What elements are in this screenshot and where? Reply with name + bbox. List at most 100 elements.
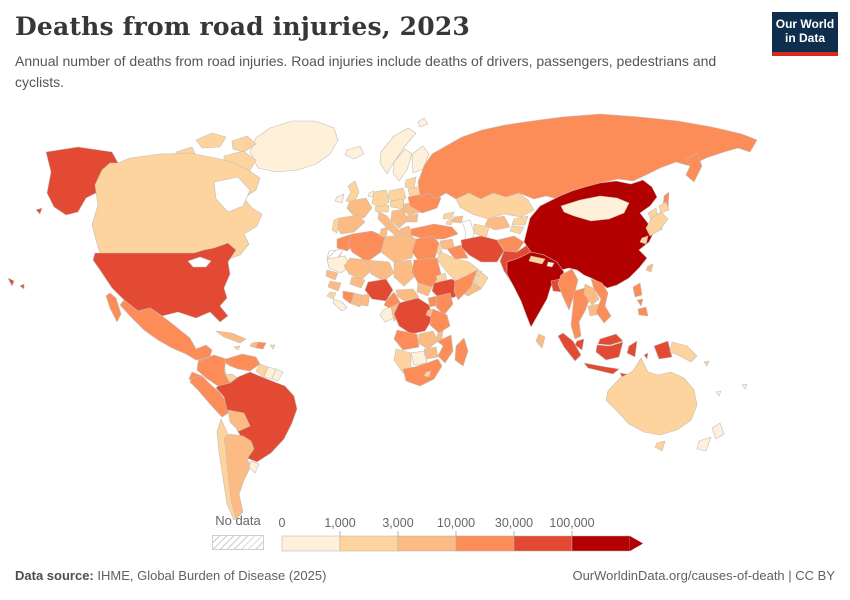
country-lesotho[interactable] bbox=[424, 371, 431, 377]
country-mauritania[interactable] bbox=[327, 256, 350, 273]
country-fiji[interactable] bbox=[742, 384, 747, 389]
country-somalia[interactable] bbox=[454, 270, 477, 300]
country-indonesia-kalimantan[interactable] bbox=[596, 342, 623, 360]
country-madagascar[interactable] bbox=[455, 338, 468, 366]
country-nepal[interactable] bbox=[529, 256, 545, 264]
country-ivory-coast[interactable] bbox=[343, 291, 354, 304]
country-bhutan[interactable] bbox=[547, 262, 554, 267]
country-germany[interactable] bbox=[372, 190, 389, 208]
country-iran[interactable] bbox=[461, 236, 504, 262]
country-papua-new-guinea[interactable] bbox=[670, 342, 697, 362]
legend-bin-1[interactable] bbox=[339, 535, 399, 552]
country-australia-tasmania[interactable] bbox=[655, 441, 665, 451]
country-libya[interactable] bbox=[381, 234, 416, 262]
legend-bin-5-arrow[interactable] bbox=[630, 536, 643, 551]
legend-bin-4[interactable] bbox=[513, 535, 573, 552]
country-kenya[interactable] bbox=[436, 293, 453, 315]
country-spain[interactable] bbox=[336, 215, 365, 234]
country-bulgaria[interactable] bbox=[406, 214, 418, 222]
country-usa-alaska[interactable] bbox=[46, 147, 118, 215]
country-togo-benin[interactable] bbox=[360, 294, 370, 306]
country-svalbard[interactable] bbox=[418, 118, 428, 127]
country-usa-hawaii2[interactable] bbox=[20, 284, 24, 289]
country-egypt[interactable] bbox=[412, 236, 439, 260]
owid-logo[interactable]: Our World in Data bbox=[772, 12, 838, 56]
country-japan-honshu[interactable] bbox=[646, 212, 668, 236]
country-myanmar[interactable] bbox=[558, 269, 578, 310]
country-uruguay[interactable] bbox=[249, 461, 259, 473]
country-baltics[interactable] bbox=[405, 177, 416, 189]
country-indonesia-sulawesi[interactable] bbox=[627, 341, 637, 357]
country-india[interactable] bbox=[507, 252, 564, 327]
country-guinea[interactable] bbox=[328, 281, 341, 291]
country-australia[interactable] bbox=[606, 358, 697, 435]
country-mexico[interactable] bbox=[120, 300, 212, 360]
country-georgia[interactable] bbox=[443, 212, 454, 219]
country-philippines-luzon[interactable] bbox=[633, 283, 642, 297]
country-jamaica[interactable] bbox=[234, 346, 240, 350]
country-angola[interactable] bbox=[394, 330, 419, 350]
country-vietnam[interactable] bbox=[591, 279, 611, 323]
country-tajikistan[interactable] bbox=[510, 226, 524, 234]
country-netherlands[interactable] bbox=[368, 191, 374, 197]
country-gabon[interactable] bbox=[380, 307, 394, 322]
country-finland[interactable] bbox=[412, 146, 429, 173]
country-iceland[interactable] bbox=[345, 146, 364, 159]
country-kazakhstan[interactable] bbox=[456, 193, 534, 219]
legend-bin-2[interactable] bbox=[397, 535, 457, 552]
country-new-caledonia[interactable] bbox=[716, 391, 721, 396]
country-oman[interactable] bbox=[475, 272, 488, 289]
country-ghana[interactable] bbox=[352, 293, 362, 307]
country-malaysia-peninsula[interactable] bbox=[575, 339, 584, 350]
footer-link[interactable]: OurWorldinData.org/causes-of-death | CC … bbox=[572, 568, 835, 583]
country-azerbaijan[interactable] bbox=[452, 216, 463, 223]
country-cuba[interactable] bbox=[216, 331, 246, 343]
country-japan-hokkaido[interactable] bbox=[659, 202, 669, 213]
country-senegal[interactable] bbox=[326, 270, 338, 280]
country-zimbabwe[interactable] bbox=[424, 347, 438, 359]
country-chad[interactable] bbox=[394, 260, 414, 286]
country-drc[interactable] bbox=[394, 298, 433, 334]
country-sierra-leone[interactable] bbox=[327, 292, 336, 299]
country-france[interactable] bbox=[347, 198, 372, 218]
country-south-africa[interactable] bbox=[403, 359, 442, 386]
country-tanzania[interactable] bbox=[430, 309, 450, 333]
country-canada-arctic1[interactable] bbox=[196, 133, 226, 148]
country-liberia[interactable] bbox=[333, 299, 347, 311]
country-zambia[interactable] bbox=[418, 331, 438, 349]
country-new-zealand-south[interactable] bbox=[697, 437, 711, 451]
country-dominican-republic[interactable] bbox=[256, 342, 266, 349]
legend-bin-3[interactable] bbox=[455, 535, 515, 552]
country-switzerland-austria[interactable] bbox=[375, 205, 389, 212]
legend-bin-0[interactable] bbox=[281, 535, 341, 552]
country-ireland[interactable] bbox=[335, 194, 344, 203]
country-malaysia-borneo[interactable] bbox=[598, 334, 623, 345]
country-algeria[interactable] bbox=[348, 231, 385, 262]
country-indonesia-papua[interactable] bbox=[654, 341, 672, 359]
country-canada-arctic2[interactable] bbox=[232, 136, 256, 152]
country-russia-kamchatka[interactable] bbox=[686, 153, 702, 182]
country-japan-kyushu[interactable] bbox=[640, 236, 648, 244]
country-bolivia[interactable] bbox=[228, 410, 250, 431]
country-uae[interactable] bbox=[475, 271, 482, 277]
country-philippines-mindanao[interactable] bbox=[638, 307, 648, 316]
country-afghanistan[interactable] bbox=[497, 236, 524, 252]
country-usa-aleutian[interactable] bbox=[36, 208, 42, 214]
country-norway[interactable] bbox=[380, 128, 416, 174]
country-balkans[interactable] bbox=[391, 209, 407, 228]
country-sweden[interactable] bbox=[393, 149, 412, 181]
country-turkey[interactable] bbox=[411, 224, 458, 239]
country-south-sudan[interactable] bbox=[417, 283, 432, 296]
legend-no-data[interactable]: No data bbox=[212, 514, 264, 550]
country-greenland[interactable] bbox=[250, 121, 338, 172]
legend-bin-5[interactable] bbox=[571, 535, 631, 552]
country-indonesia-sumatra[interactable] bbox=[558, 333, 581, 361]
country-botswana[interactable] bbox=[411, 351, 427, 365]
country-indonesia-java[interactable] bbox=[584, 363, 619, 374]
country-burkina-faso[interactable] bbox=[350, 277, 365, 288]
country-indonesia-maluku[interactable] bbox=[644, 353, 648, 359]
country-mongolia[interactable] bbox=[561, 196, 629, 221]
country-canada[interactable] bbox=[92, 153, 262, 260]
country-mozambique[interactable] bbox=[438, 335, 453, 363]
country-solomon-islands[interactable] bbox=[704, 361, 709, 366]
